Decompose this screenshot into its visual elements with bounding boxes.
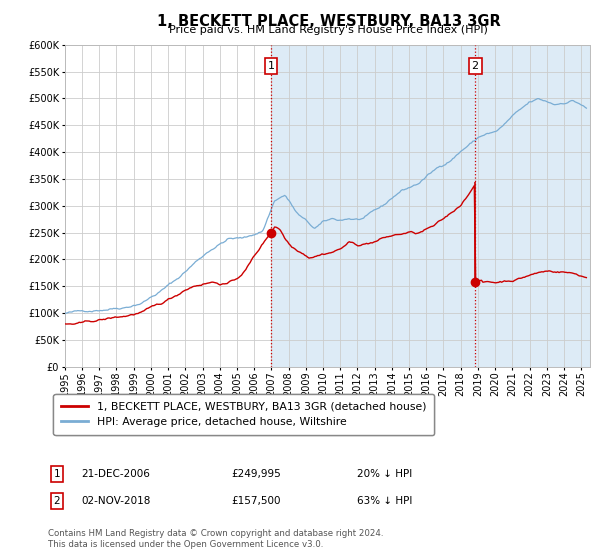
Text: 1, BECKETT PLACE, WESTBURY, BA13 3GR: 1, BECKETT PLACE, WESTBURY, BA13 3GR xyxy=(157,14,500,29)
Text: 2: 2 xyxy=(53,496,61,506)
Text: 1: 1 xyxy=(53,469,61,479)
Text: 20% ↓ HPI: 20% ↓ HPI xyxy=(357,469,412,479)
Text: 2: 2 xyxy=(472,61,479,71)
Legend: 1, BECKETT PLACE, WESTBURY, BA13 3GR (detached house), HPI: Average price, detac: 1, BECKETT PLACE, WESTBURY, BA13 3GR (de… xyxy=(53,394,434,435)
Text: 63% ↓ HPI: 63% ↓ HPI xyxy=(357,496,412,506)
Text: 21-DEC-2006: 21-DEC-2006 xyxy=(81,469,150,479)
Text: 02-NOV-2018: 02-NOV-2018 xyxy=(81,496,151,506)
Text: £249,995: £249,995 xyxy=(231,469,281,479)
Text: Price paid vs. HM Land Registry's House Price Index (HPI): Price paid vs. HM Land Registry's House … xyxy=(169,25,488,35)
Text: £157,500: £157,500 xyxy=(231,496,281,506)
Bar xyxy=(271,45,590,367)
Text: Contains HM Land Registry data © Crown copyright and database right 2024.
This d: Contains HM Land Registry data © Crown c… xyxy=(48,529,383,549)
Text: 1: 1 xyxy=(268,61,274,71)
